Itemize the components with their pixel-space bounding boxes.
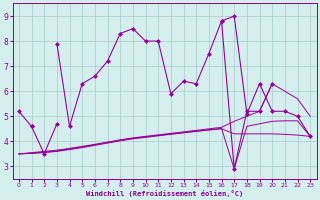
X-axis label: Windchill (Refroidissement éolien,°C): Windchill (Refroidissement éolien,°C) — [86, 190, 243, 197]
